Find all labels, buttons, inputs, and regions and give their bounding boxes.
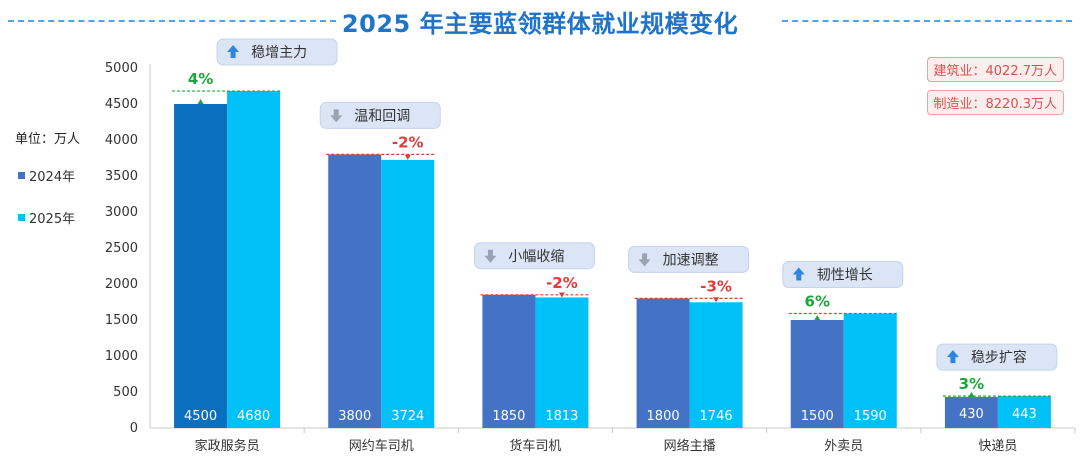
value-label-2025-2: 1813 [545,409,578,424]
y-tick-label-0: 0 [130,421,138,436]
value-label-2024-4: 1500 [801,409,834,424]
y-tick-label-9: 4500 [105,97,138,112]
legend-swatch-2025 [18,214,25,221]
y-tick-label-10: 5000 [105,61,138,76]
value-label-2024-2: 1850 [492,409,525,424]
arrow-up-icon [227,45,240,59]
y-tick-label-7: 3500 [105,169,138,184]
y-tick-label-8: 4000 [105,133,138,148]
change-pct-1: -2% [392,133,424,151]
value-label-2024-1: 3800 [338,409,371,424]
value-label-2025-5: 443 [1012,407,1037,422]
bar-2024-0 [174,104,228,428]
change-pct-0: 4% [188,70,213,88]
change-pct-3: -3% [700,277,732,295]
unit-label: 单位：万人 [15,132,81,147]
arrow-up-icon [792,267,805,281]
value-label-2024-0: 4500 [184,409,217,424]
bar-2024-2 [482,294,536,428]
category-label-3: 网络主播 [664,438,716,454]
change-arrow-4 [814,315,821,320]
trend-tag-box-0 [216,38,338,66]
trend-tag-box-1 [319,101,441,129]
note-construction: 建筑业：4022.7万人 [926,57,1064,82]
arrow-down-icon [330,109,343,123]
value-label-2025-0: 4680 [237,409,270,424]
trend-tag-label-5: 稳步扩容 [971,349,1027,366]
trend-tag-box-3 [628,245,750,273]
change-pct-2: -2% [546,274,578,292]
change-arrow-0 [197,99,204,104]
change-arrow-2 [558,292,565,298]
note-manufacturing: 制造业：8220.3万人 [926,90,1064,115]
arrow-up-icon [946,350,959,364]
bar-2024-4 [790,320,844,428]
bar-2024-5 [944,397,998,428]
value-label-2025-4: 1590 [854,409,887,424]
trend-tag-label-3: 加速调整 [663,252,719,268]
y-tick-label-4: 2000 [105,277,138,292]
trend-tag-box-2 [473,242,595,270]
y-tick-label-3: 1500 [105,313,138,328]
bar-2024-1 [328,154,382,428]
legend-item-2024: 2024年 [18,166,75,185]
change-arrow-1 [404,154,411,160]
y-tick-label-5: 2500 [105,241,138,256]
category-label-0: 家政服务员 [195,438,260,454]
arrow-down-icon [638,253,651,267]
y-tick-label-2: 1000 [105,349,138,364]
trend-tag-label-0: 稳增主力 [251,45,307,61]
category-label-4: 外卖员 [824,439,863,454]
change-pct-4: 6% [805,293,830,311]
category-label-5: 快递员 [978,439,1017,454]
arrow-down-icon [484,249,497,263]
title-rule-left [8,20,336,22]
trend-tag-label-1: 温和回调 [354,108,410,124]
y-tick-label-6: 3000 [105,205,138,220]
chart-title: 2025 年主要蓝领群体就业规模变化 [341,10,739,38]
trend-tag-box-5 [936,343,1058,371]
legend-label-2025: 2025年 [29,212,76,227]
trend-tag-box-4 [782,261,904,289]
title-rule-right [782,20,1072,22]
trend-tag-label-2: 小幅收缩 [508,249,564,265]
category-label-2: 货车司机 [509,438,561,454]
trend-tag-label-4: 韧性增长 [817,268,873,284]
legend-swatch-2024 [18,172,25,179]
value-label-2024-5: 430 [959,407,984,422]
bar-2025-0 [227,91,281,428]
bar-2025-4 [843,313,897,428]
change-arrow-3 [713,297,720,303]
bar-2025-3 [689,302,743,428]
legend-label-2024: 2024年 [29,170,76,185]
value-label-2024-3: 1800 [647,409,680,424]
bar-2025-2 [535,297,589,428]
legend-item-2025: 2025年 [18,208,75,227]
category-label-1: 网约车司机 [349,438,414,454]
value-label-2025-1: 3724 [391,409,424,424]
bar-2025-1 [381,159,435,428]
change-arrow-5 [968,392,975,398]
bar-2025-5 [997,396,1051,428]
change-pct-5: 3% [959,375,984,393]
value-label-2025-3: 1746 [700,409,733,424]
bar-2024-3 [636,298,690,428]
y-tick-label-1: 500 [113,385,138,400]
